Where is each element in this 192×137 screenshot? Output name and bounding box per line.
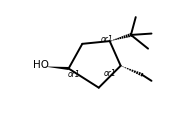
Text: HO: HO bbox=[33, 60, 49, 70]
Polygon shape bbox=[44, 66, 69, 70]
Text: or1: or1 bbox=[101, 35, 113, 44]
Text: or1: or1 bbox=[103, 69, 116, 78]
Text: or1: or1 bbox=[68, 70, 80, 79]
